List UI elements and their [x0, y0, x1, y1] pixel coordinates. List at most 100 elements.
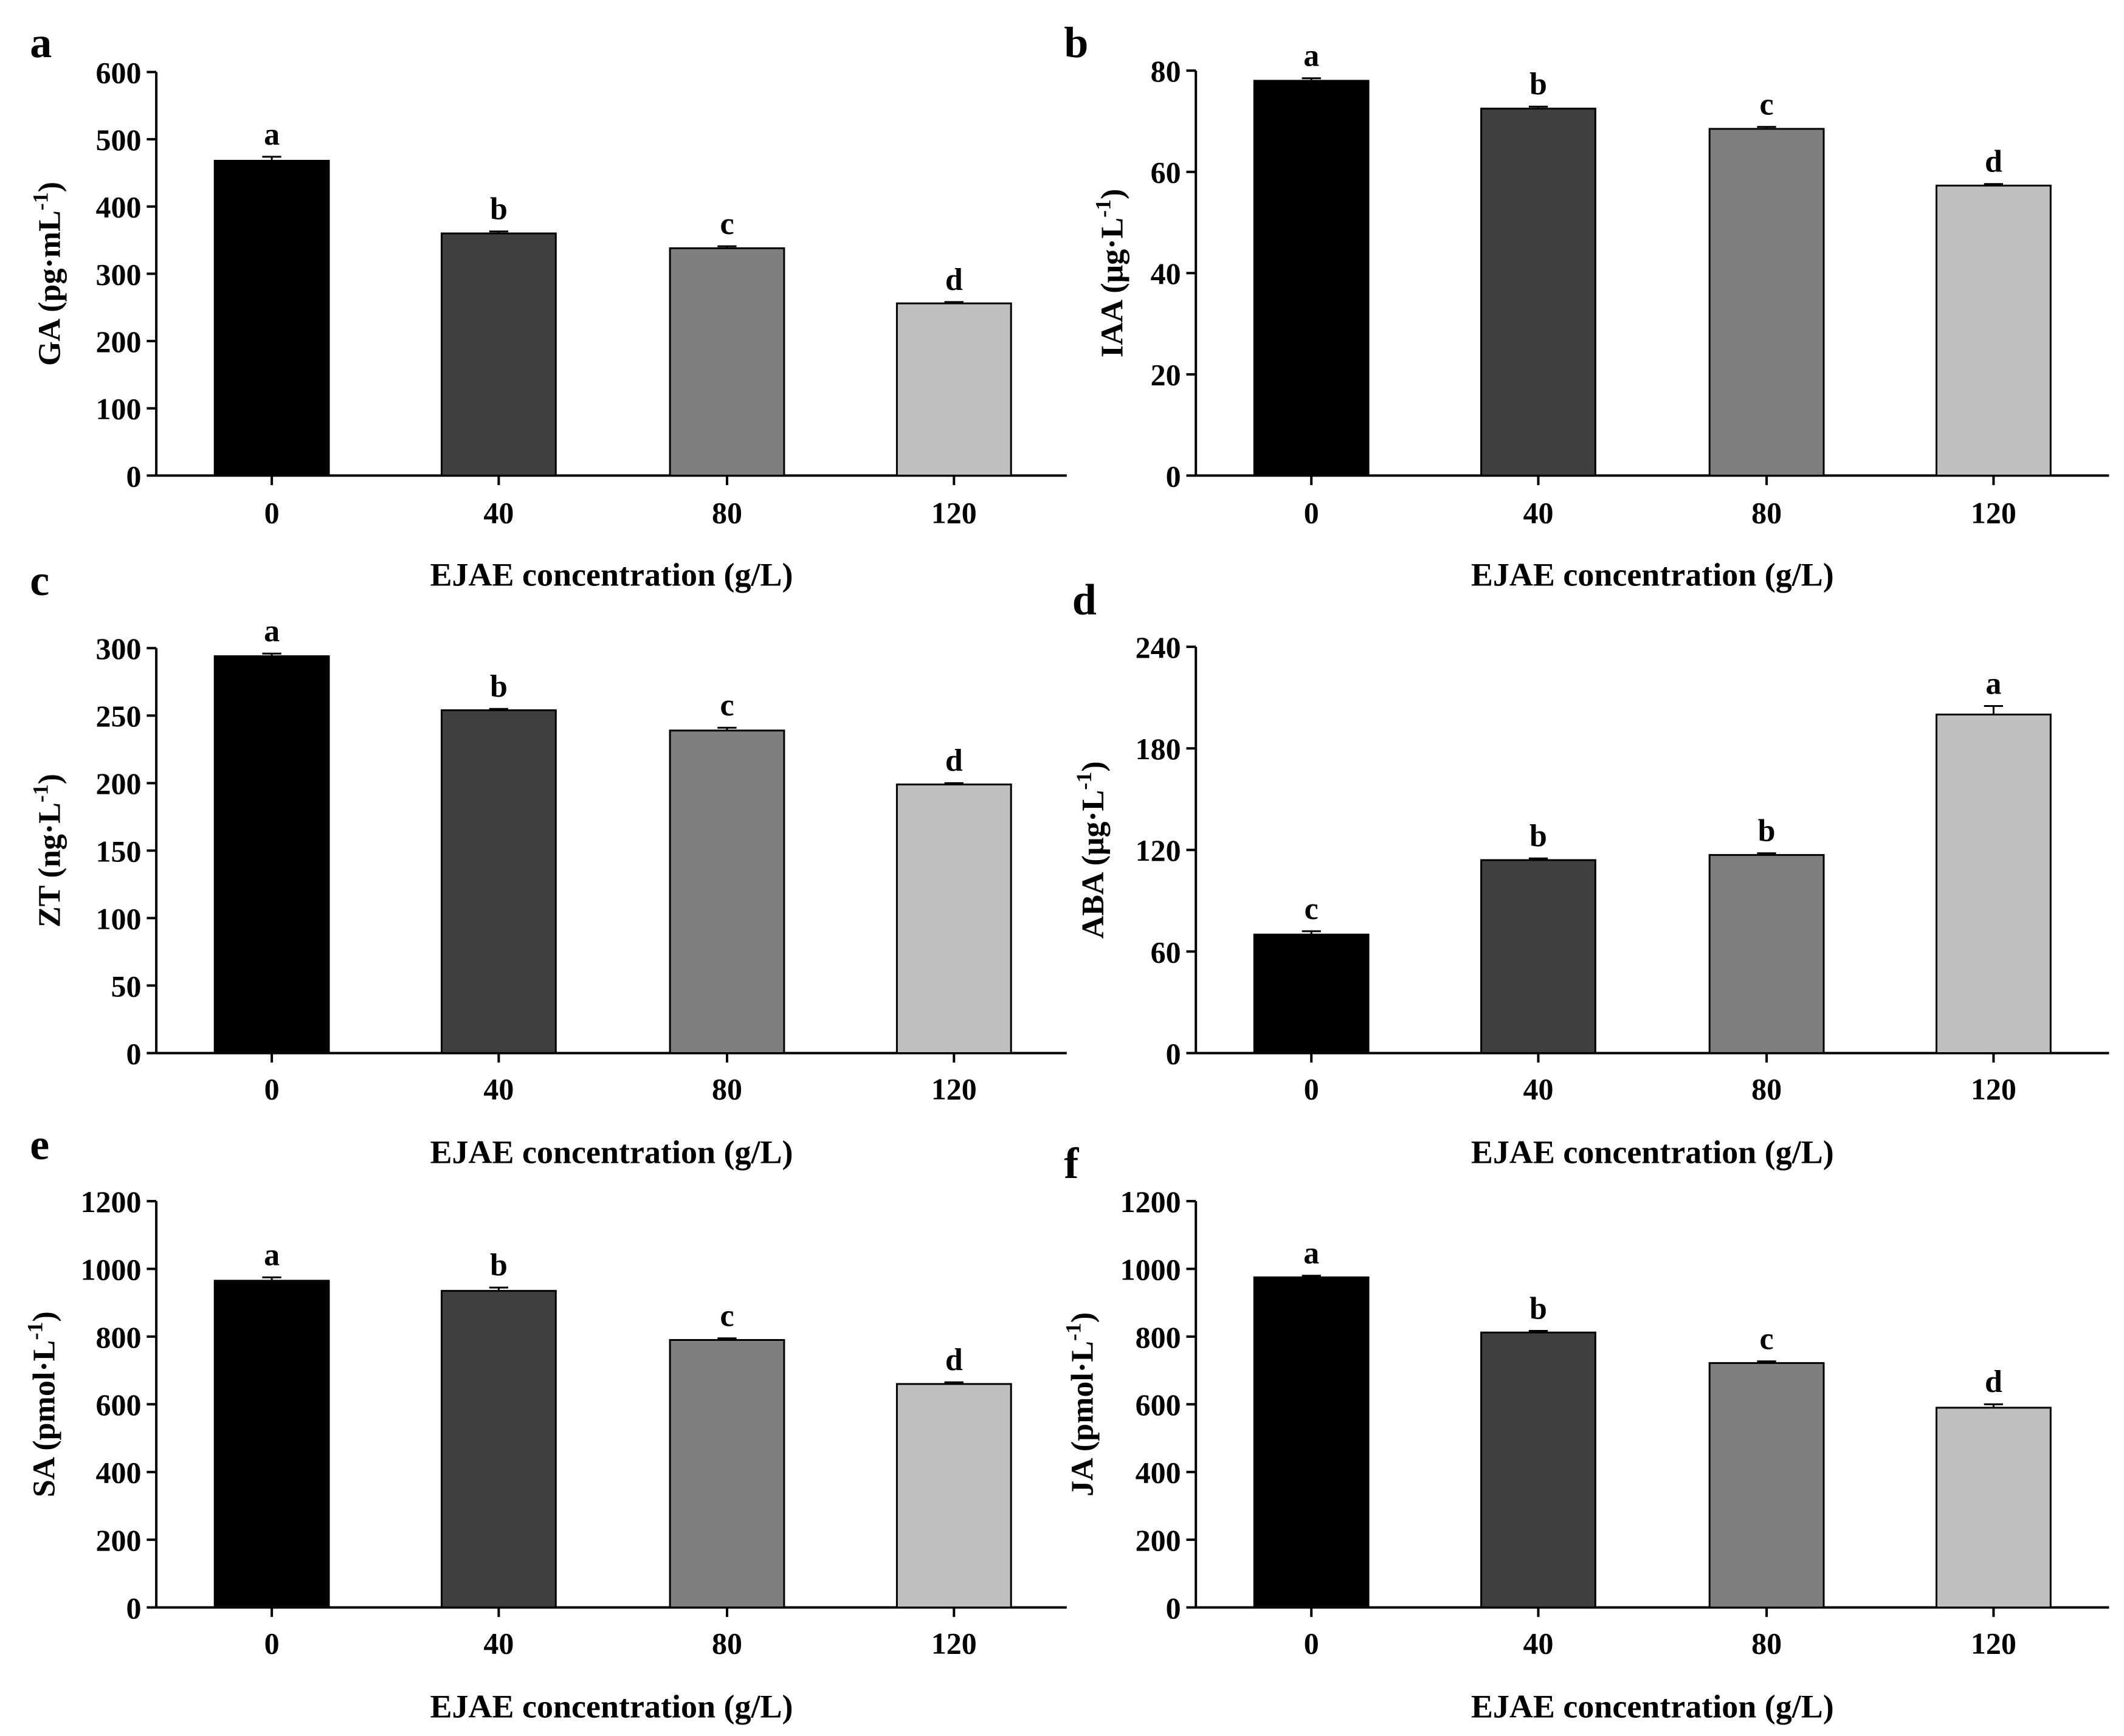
y-tick-label: 1000 — [1120, 1252, 1181, 1286]
bar-120 — [1936, 1407, 2052, 1608]
y-tick-label: 180 — [1136, 732, 1181, 766]
bar-120 — [1936, 184, 2052, 477]
bar-80 — [1708, 128, 1825, 477]
y-axis-title: ABA (μg·L-1) — [1072, 761, 1111, 939]
y-tick-label: 100 — [96, 392, 142, 426]
bar-0 — [213, 160, 330, 477]
bar-0 — [1253, 80, 1370, 477]
chart-panel-b: b 0 20 40 60 80 a 0 b 40 c 80 d 120 EJAE concentration… — [1064, 18, 2109, 593]
bar-40 — [441, 232, 557, 477]
y-axis-title: ZT (ng·L-1) — [28, 774, 67, 928]
y-axis-title: GA (pg·mL-1) — [28, 182, 67, 366]
x-tick-label: 40 — [483, 1072, 514, 1106]
significance-letter: b — [1758, 814, 1776, 849]
x-tick-label: 40 — [483, 1627, 514, 1661]
y-tick-label: 120 — [1136, 833, 1181, 867]
y-tick-label: 150 — [96, 834, 142, 868]
x-axis-title: EJAE concentration (g/L) — [1471, 1134, 1834, 1171]
y-tick-label: 800 — [1136, 1320, 1181, 1354]
x-axis-title: EJAE concentration (g/L) — [430, 1134, 793, 1171]
chart-panel-a: a 0 100 200 300 400 500 600 a 0 b 40 c 80 d 120 EJAE con… — [28, 18, 1067, 593]
x-tick-label: 0 — [264, 496, 280, 530]
significance-letter: a — [264, 1238, 280, 1272]
y-tick-label: 200 — [96, 325, 142, 359]
significance-letter: a — [1303, 39, 1319, 74]
x-tick-label: 80 — [712, 1627, 742, 1661]
significance-letter: c — [1760, 1322, 1774, 1357]
x-tick-label: 80 — [712, 496, 742, 530]
x-tick-label: 120 — [1971, 496, 2016, 530]
bar-0 — [1253, 1276, 1370, 1609]
x-tick-label: 120 — [931, 1627, 977, 1661]
y-tick-label: 400 — [96, 190, 142, 224]
significance-letter: a — [1985, 666, 2001, 701]
significance-letter: d — [945, 743, 963, 778]
y-tick-label: 40 — [1151, 257, 1181, 291]
significance-letter: d — [945, 1343, 963, 1377]
bar-40 — [1480, 859, 1596, 1054]
y-tick-label: 0 — [126, 1036, 142, 1070]
significance-letter: c — [720, 688, 734, 723]
chart-panel-d: d 0 60 120 180 240 c 0 b 40 b 80 a 120 EJAE concentrat… — [1072, 575, 2109, 1171]
significance-letter: a — [264, 117, 280, 152]
bar-0 — [213, 1280, 330, 1608]
y-tick-label: 500 — [96, 123, 142, 157]
y-tick-label: 200 — [96, 1523, 142, 1557]
chart-panel-e: e 0 200 400 600 800 1000 1200 a 0 b 40 c 80 d 120 EJAE c… — [22, 1120, 1067, 1725]
y-tick-label: 250 — [96, 699, 142, 733]
significance-letter: c — [720, 1299, 734, 1334]
bar-80 — [669, 729, 785, 1055]
y-tick-label: 60 — [1151, 935, 1181, 969]
x-tick-label: 120 — [1971, 1072, 2016, 1106]
significance-letter: d — [945, 263, 963, 297]
y-tick-label: 400 — [96, 1456, 142, 1490]
y-tick-label: 1000 — [81, 1252, 142, 1286]
significance-letter: a — [1303, 1236, 1319, 1271]
significance-letter: b — [490, 1248, 508, 1283]
y-tick-label: 1200 — [81, 1185, 142, 1219]
y-tick-label: 200 — [1136, 1523, 1181, 1557]
x-axis-title: EJAE concentration (g/L) — [1471, 557, 1834, 593]
x-tick-label: 80 — [712, 1072, 742, 1106]
x-tick-label: 80 — [1751, 496, 1782, 530]
chart-panel-f: f 0 200 400 600 800 1000 1200 a 0 b 40 c 80 d 120 EJAE c… — [1061, 1139, 2109, 1725]
y-tick-label: 240 — [1136, 630, 1181, 664]
x-tick-label: 0 — [1304, 496, 1319, 530]
panel-letter: f — [1064, 1139, 1079, 1188]
y-tick-label: 20 — [1151, 358, 1181, 392]
bar-80 — [1708, 1362, 1825, 1609]
x-tick-label: 40 — [1523, 1072, 1554, 1106]
significance-letter: b — [1529, 819, 1547, 853]
bar-40 — [1480, 1331, 1596, 1608]
significance-letter: b — [490, 669, 508, 704]
x-tick-label: 0 — [1304, 1627, 1319, 1661]
y-axis-title: IAA (μg·L-1) — [1091, 188, 1130, 357]
bar-120 — [1936, 714, 2052, 1054]
significance-letter: c — [720, 207, 734, 241]
y-tick-label: 0 — [1166, 1591, 1181, 1625]
bar-40 — [1480, 108, 1596, 477]
bar-80 — [669, 247, 785, 477]
significance-letter: b — [1529, 67, 1547, 102]
significance-letter: c — [1305, 892, 1319, 926]
panel-letter: c — [30, 556, 49, 605]
significance-letter: d — [1985, 1365, 2002, 1399]
bar-0 — [1253, 934, 1370, 1054]
x-tick-label: 40 — [1523, 1627, 1554, 1661]
x-axis-title: EJAE concentration (g/L) — [430, 1689, 793, 1725]
y-tick-label: 0 — [1166, 459, 1181, 493]
panel-letter: a — [30, 18, 52, 67]
y-tick-label: 100 — [96, 901, 142, 935]
bar-80 — [669, 1339, 785, 1608]
x-tick-label: 120 — [931, 496, 977, 530]
bar-120 — [895, 1383, 1012, 1608]
significance-letter: c — [1760, 88, 1774, 122]
panel-letter: e — [30, 1120, 49, 1169]
bar-40 — [441, 709, 557, 1054]
chart-panel-c: c 0 50 100 150 200 250 300 a 0 b 40 c 80 d 120 EJAE conc… — [28, 556, 1067, 1171]
y-tick-label: 600 — [96, 1388, 142, 1422]
x-tick-label: 0 — [264, 1627, 280, 1661]
y-tick-label: 0 — [126, 1591, 142, 1625]
y-tick-label: 300 — [96, 257, 142, 291]
